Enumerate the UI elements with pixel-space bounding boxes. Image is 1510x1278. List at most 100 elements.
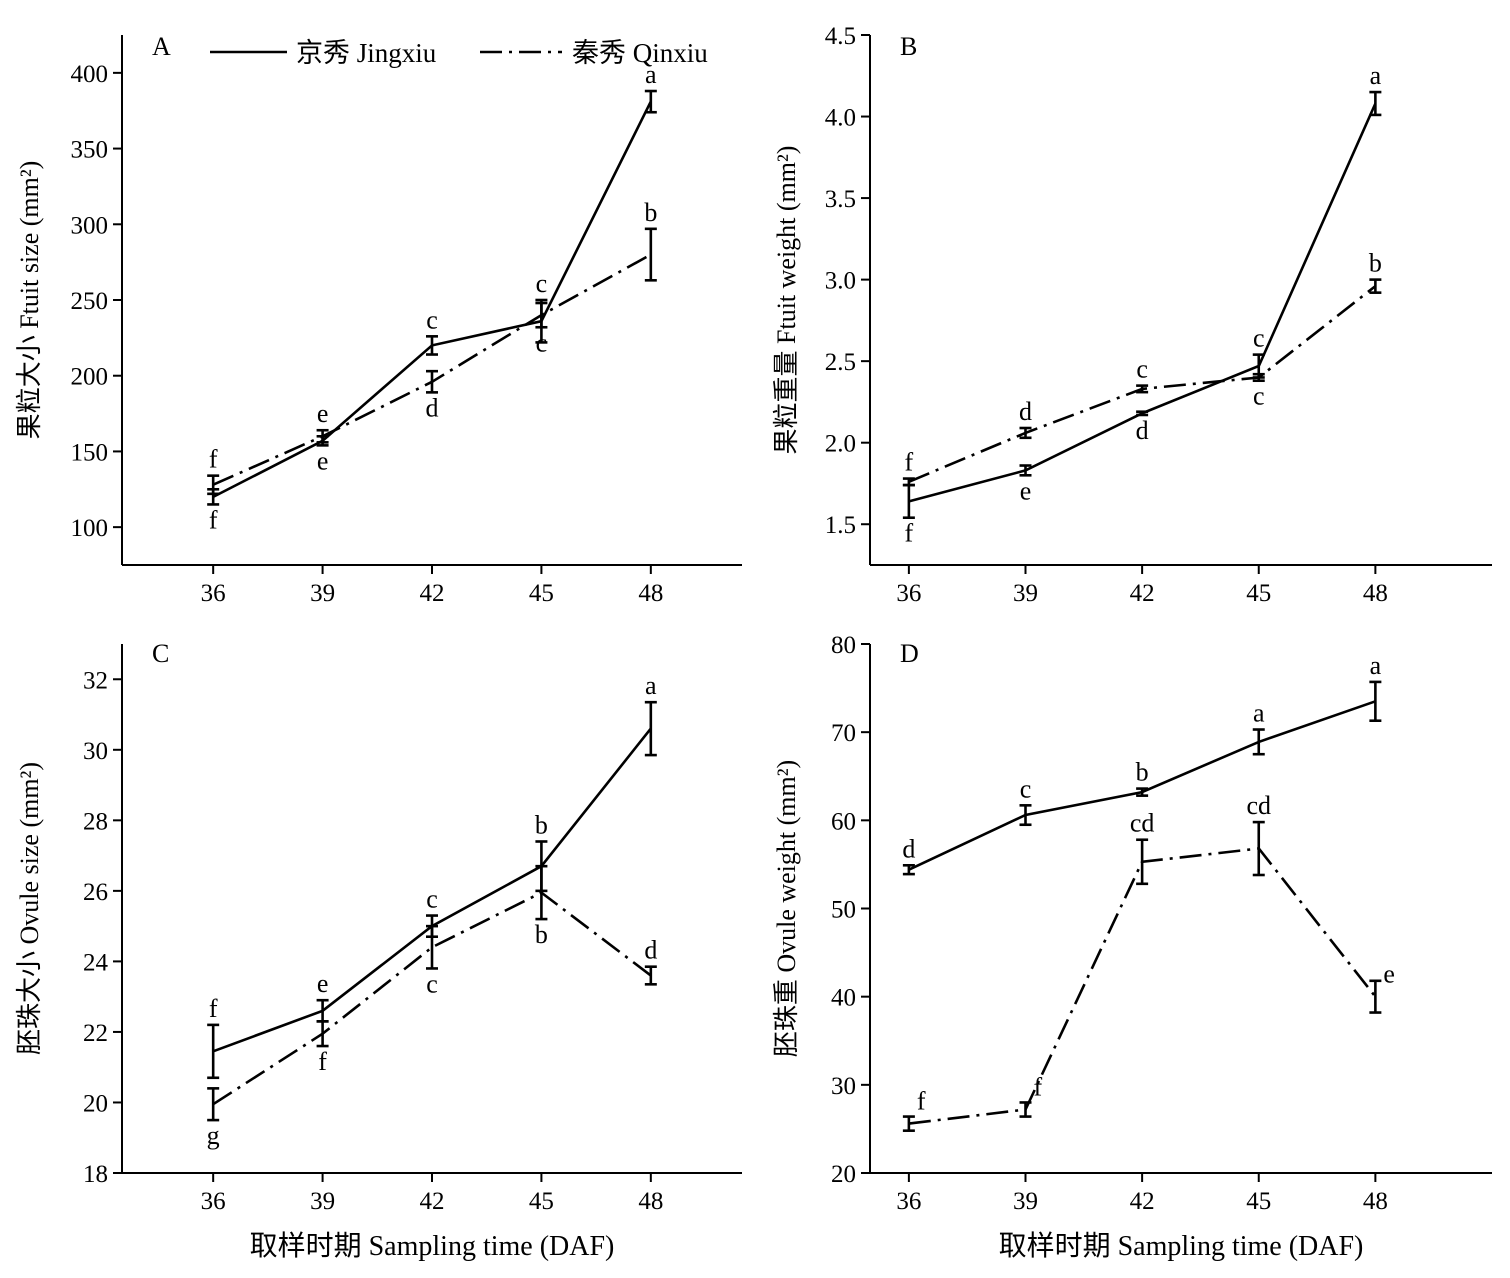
error-bar (207, 474, 220, 496)
y-tick-label: 200 (71, 364, 109, 391)
significance-letter: c (426, 885, 438, 914)
x-tick-label: 48 (638, 580, 663, 607)
y-tick-label: 4.0 (825, 105, 856, 132)
x-tick-label: 39 (310, 580, 335, 607)
significance-letter: f (905, 519, 914, 548)
x-tick-label: 48 (638, 1188, 663, 1215)
y-tick-label: 2.0 (825, 431, 856, 458)
panel-c: 18 20 22 24 26 28 30 32 36 39 42 45 48 C 胚珠大小 Ovule si… (15, 639, 742, 1262)
error-bar (1136, 787, 1149, 797)
legend-label-qinxiu: 秦秀 Qinxiu (572, 38, 708, 68)
x-tick-label: 45 (1246, 1188, 1271, 1215)
series-line (212, 101, 652, 499)
x-tick-label: 39 (310, 1188, 335, 1215)
panel-d: 20 30 40 50 60 70 80 36 39 42 45 48 D 胚珠重 Ovule weigh… (772, 632, 1492, 1262)
significance-letter: c (1253, 324, 1265, 353)
y-tick-label: 1.5 (825, 512, 856, 539)
significance-letter: e (1020, 476, 1032, 505)
x-tick-label: 36 (896, 580, 921, 607)
error-bar (1252, 728, 1265, 756)
series-qinxiu: f f cd cd e (902, 791, 1395, 1132)
y-tick-label: 3.0 (825, 268, 856, 295)
significance-letter: f (209, 445, 218, 474)
x-tick-label: 48 (1363, 1188, 1388, 1215)
error-bar (644, 965, 657, 986)
y-axis-label: 胚珠重 Ovule weight (mm²) (772, 760, 801, 1057)
y-tick-label: 70 (831, 720, 856, 747)
error-bar (644, 700, 657, 757)
error-bar (1369, 90, 1382, 117)
series-line (212, 891, 652, 1106)
significance-letter: g (207, 1121, 220, 1150)
y-tick-label: 250 (71, 288, 109, 315)
significance-letter: e (317, 969, 329, 998)
significance-letter: b (535, 810, 548, 839)
x-tick-label: 45 (529, 1188, 554, 1215)
y-tick-label: 60 (831, 808, 856, 835)
y-tick-label: 400 (71, 61, 109, 88)
error-bar (1252, 372, 1265, 383)
series-qinxiu: g f c b d (207, 864, 657, 1150)
significance-letter: c (1253, 382, 1265, 411)
significance-letter: f (209, 505, 218, 534)
significance-letter: c (536, 328, 548, 357)
x-tick-label: 36 (201, 580, 226, 607)
error-bar (902, 1115, 915, 1132)
series-line (908, 847, 1377, 1125)
y-axis-label: 果粒重量 Ftuit weight (mm²) (772, 146, 801, 455)
significance-letter: cd (1246, 791, 1271, 820)
significance-letter: e (1383, 960, 1395, 989)
significance-letter: a (1370, 61, 1382, 90)
error-bar (1252, 820, 1265, 877)
error-bar (535, 301, 548, 329)
significance-letter: e (317, 399, 329, 428)
y-tick-label: 80 (831, 632, 856, 659)
y-tick-label: 28 (83, 808, 108, 835)
error-bar (426, 924, 438, 970)
y-tick-label: 24 (83, 949, 109, 976)
error-bar (316, 428, 329, 444)
x-tick-label: 42 (420, 580, 445, 607)
y-tick-label: 3.5 (825, 186, 856, 213)
significance-letter: a (1253, 699, 1265, 728)
y-axis-label: 胚珠大小 Ovule size (mm²) (15, 762, 44, 1055)
error-bar (1136, 838, 1149, 886)
x-tick-label: 36 (201, 1188, 226, 1215)
significance-letter: f (209, 994, 218, 1023)
significance-letter: f (318, 1047, 327, 1076)
error-bar (1369, 680, 1382, 723)
error-bar (426, 369, 438, 394)
significance-letter: c (1020, 774, 1032, 803)
significance-letter: b (535, 920, 548, 949)
error-bar (1019, 1101, 1032, 1118)
legend-label-jingxiu: 京秀 Jingxiu (296, 38, 437, 68)
series-qinxiu: f e d c b (207, 198, 657, 496)
error-bar (902, 863, 915, 876)
error-bar (1019, 804, 1032, 827)
x-tick-label: 39 (1013, 580, 1038, 607)
series-jingxiu: f e d c a (902, 61, 1382, 548)
x-tick-label: 36 (896, 1188, 921, 1215)
significance-letter: c (536, 269, 548, 298)
x-tick-label: 42 (1130, 580, 1155, 607)
y-tick-label: 40 (831, 985, 856, 1012)
significance-letter: e (317, 446, 329, 475)
error-bar (1369, 979, 1382, 1014)
significance-letter: d (1136, 416, 1149, 445)
x-tick-label: 48 (1363, 580, 1388, 607)
error-bar (207, 1023, 220, 1080)
series-line (908, 285, 1377, 483)
x-tick-label: 45 (1246, 580, 1271, 607)
panel-a: 100 150 200 250 300 350 400 36 39 42 45 48 A 果粒大小 Ftu… (15, 32, 742, 607)
y-tick-label: 18 (83, 1161, 108, 1188)
y-tick-label: 50 (831, 897, 856, 924)
y-tick-label: 22 (83, 1020, 108, 1047)
y-tick-label: 300 (71, 212, 109, 239)
panel-label: B (900, 32, 917, 61)
x-axis-label: 取样时期 Sampling time (DAF) (250, 1230, 615, 1262)
error-bar (1019, 426, 1032, 440)
significance-letter: d (902, 834, 915, 863)
error-bar (644, 227, 657, 282)
significance-letter: b (1369, 249, 1382, 278)
